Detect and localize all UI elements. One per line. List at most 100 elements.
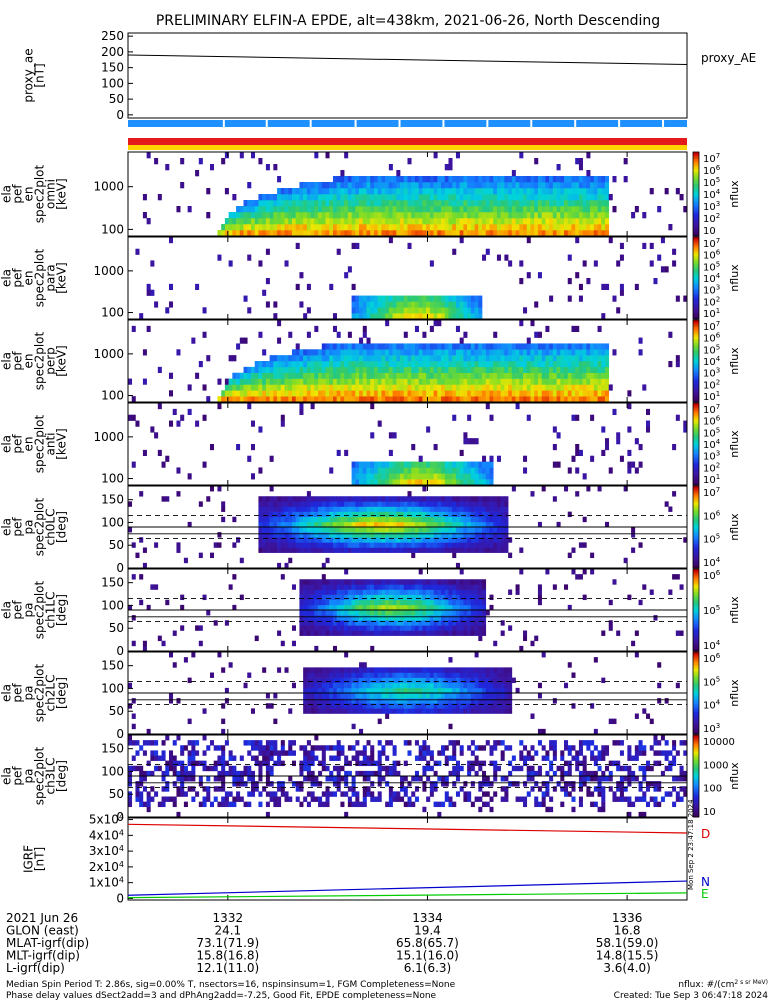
heatmap-cell: [552, 496, 557, 502]
heatmap-cell: [675, 355, 680, 362]
colorbar-cell: [693, 490, 699, 493]
heatmap-cell: [590, 366, 595, 374]
heatmap-cell: [452, 349, 457, 356]
heatmap-cell: [385, 313, 390, 320]
colorbar-cell: [693, 583, 699, 586]
heatmap-cell: [351, 579, 356, 585]
heatmap-cell: [493, 511, 498, 518]
heatmap-cell: [370, 355, 375, 362]
heatmap-cell: [426, 390, 431, 397]
heatmap-cell: [444, 355, 449, 362]
heatmap-cell: [355, 461, 360, 468]
heatmap-cell: [403, 620, 408, 626]
heatmap-cell: [478, 501, 483, 507]
heatmap-cell: [474, 349, 479, 356]
heatmap-cell: [422, 212, 427, 219]
heatmap-cell: [280, 224, 285, 231]
heatmap-cell: [362, 396, 367, 403]
heatmap-cell: [239, 378, 244, 385]
heatmap-cell: [411, 378, 416, 385]
heatmap-cell: [381, 532, 386, 538]
heatmap-cell: [537, 343, 542, 350]
y-tick-label: 50: [109, 621, 124, 635]
heatmap-cell: [556, 176, 561, 183]
heatmap-cell: [407, 667, 412, 673]
heatmap-cell: [385, 467, 390, 474]
heatmap-cell: [455, 355, 460, 362]
heatmap-cell: [388, 521, 393, 528]
heatmap-cell: [198, 640, 203, 647]
heatmap-cell: [303, 542, 308, 548]
heatmap-cell: [273, 200, 278, 207]
heatmap-cell: [452, 537, 457, 543]
colorbar-cell: [693, 425, 699, 429]
heatmap-cell: [582, 349, 587, 356]
ylabel-line: omni: [44, 179, 58, 209]
heatmap-cell: [221, 396, 226, 403]
heatmap-cell: [616, 438, 621, 445]
heatmap-cell: [489, 176, 494, 183]
heatmap-cell: [370, 307, 375, 314]
heatmap-cell: [452, 390, 457, 397]
spec_omni-heatmap: [142, 152, 688, 237]
heatmap-cell: [228, 662, 233, 668]
heatmap-cell: [340, 682, 345, 689]
heatmap-cell: [414, 594, 419, 601]
heatmap-cell: [470, 610, 475, 616]
heatmap-cell: [254, 230, 259, 237]
heatmap-cell: [485, 188, 490, 195]
heatmap-cell: [381, 301, 386, 308]
heatmap-cell: [321, 188, 326, 195]
heatmap-cell: [277, 396, 282, 403]
heatmap-cell: [340, 615, 345, 621]
heatmap-cell: [403, 361, 408, 368]
heatmap-cell: [478, 687, 483, 694]
heatmap-cell: [381, 516, 386, 523]
heatmap-cell: [437, 176, 442, 183]
heatmap-cell: [176, 420, 181, 427]
heatmap-cell: [444, 625, 449, 631]
heatmap-cell: [351, 396, 356, 403]
heatmap-cell: [657, 206, 662, 213]
heatmap-cell: [541, 349, 546, 356]
heatmap-cell: [232, 230, 237, 237]
heatmap-cell: [303, 390, 308, 397]
heatmap-cell: [280, 361, 285, 368]
ylabel-line: pef: [11, 434, 25, 454]
heatmap-cell: [362, 703, 367, 709]
heatmap-cell: [422, 521, 427, 528]
heatmap-cell: [470, 630, 475, 636]
heatmap-cell: [377, 343, 382, 350]
colorbar-cell: [693, 486, 699, 489]
colorbar-cell: [693, 340, 699, 344]
heatmap-cell: [314, 620, 319, 626]
heatmap-cell: [504, 672, 509, 678]
heatmap-cell: [414, 630, 419, 636]
heatmap-cell: [310, 366, 315, 374]
heatmap-cell: [508, 206, 513, 213]
heatmap-cell: [496, 343, 501, 350]
heatmap-cell: [314, 630, 319, 636]
heatmap-cell: [467, 378, 472, 385]
heatmap-cell: [336, 547, 341, 553]
heatmap-cell: [418, 390, 423, 397]
heatmap-cell: [377, 594, 382, 601]
heatmap-cell: [258, 396, 263, 403]
heatmap-cell: [549, 176, 554, 183]
heatmap-cell: [485, 547, 490, 553]
heatmap-cell: [221, 728, 226, 735]
heatmap-cell: [157, 194, 162, 201]
heatmap-cell: [340, 396, 345, 403]
heatmap-cell: [329, 283, 334, 291]
heatmap-cell: [437, 188, 442, 195]
heatmap-cell: [344, 224, 349, 231]
heatmap-cell: [381, 610, 386, 616]
heatmap-cell: [373, 672, 378, 678]
heatmap-cell: [359, 343, 364, 350]
heatmap-cell: [478, 532, 483, 538]
heatmap-cell: [332, 200, 337, 207]
heatmap-cell: [400, 372, 405, 379]
heatmap-cell: [418, 176, 423, 183]
heatmap-cell: [340, 343, 345, 350]
heatmap-cell: [269, 200, 274, 207]
